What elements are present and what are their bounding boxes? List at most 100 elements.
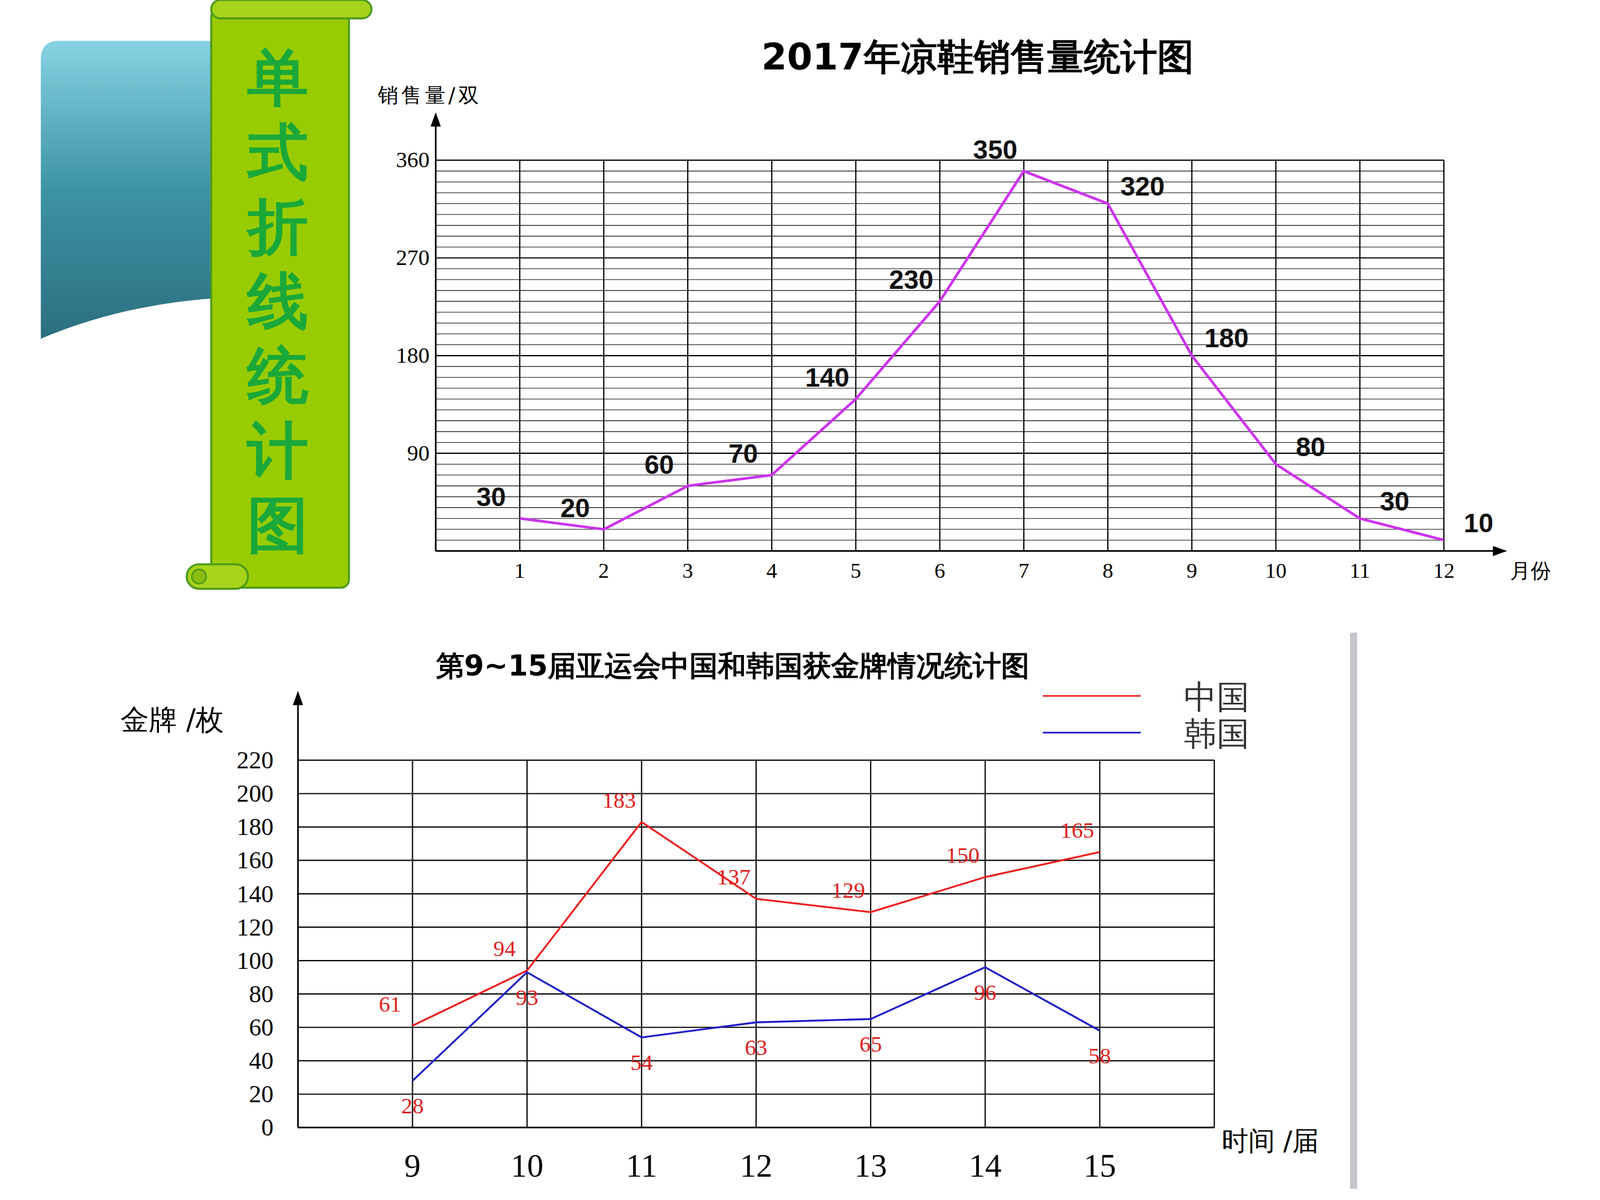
x-tick-label: 10 bbox=[1265, 558, 1287, 583]
x-tick-label: 5 bbox=[850, 558, 862, 583]
banner-title: 单式折线统计图 bbox=[245, 42, 309, 560]
chart-0: 2017年凉鞋销售量统计图销售量/双月份90180270360123456789… bbox=[377, 35, 1552, 583]
scroll-top bbox=[211, 0, 372, 19]
y-axis-label: 销售量/双 bbox=[377, 83, 483, 108]
x-axis-label: 时间 /届 bbox=[1221, 1125, 1319, 1157]
y-axis-arrow bbox=[292, 690, 303, 705]
grid-line-x bbox=[411, 760, 413, 1128]
scroll-bottom bbox=[186, 564, 248, 589]
y-axis-line bbox=[297, 695, 299, 1128]
y-tick-label: 160 bbox=[236, 846, 274, 874]
banner-char: 折 bbox=[245, 191, 309, 263]
y-tick-label: 270 bbox=[396, 245, 430, 270]
y-tick-label: 120 bbox=[236, 913, 274, 942]
data-label: 58 bbox=[1088, 1043, 1111, 1069]
banner-char: 式 bbox=[246, 116, 309, 188]
y-tick-label: 20 bbox=[248, 1080, 274, 1108]
x-tick-label: 13 bbox=[854, 1147, 888, 1184]
grid bbox=[435, 160, 1444, 551]
grid bbox=[297, 760, 1214, 1128]
scroll-curl bbox=[191, 569, 207, 584]
data-label: 54 bbox=[630, 1050, 653, 1075]
banner-char: 图 bbox=[247, 489, 309, 561]
grid-line-x bbox=[1443, 160, 1445, 551]
x-tick-label: 4 bbox=[766, 558, 778, 583]
grid-line-x bbox=[1098, 760, 1100, 1128]
x-axis-arrow bbox=[1492, 546, 1508, 557]
data-label: 61 bbox=[378, 991, 402, 1017]
y-axis-line bbox=[435, 116, 437, 551]
data-label: 93 bbox=[515, 985, 538, 1010]
x-tick-label: 8 bbox=[1102, 558, 1113, 583]
data-label: 30 bbox=[476, 482, 507, 512]
separator bbox=[1350, 632, 1358, 1189]
grid-line-x bbox=[687, 160, 689, 551]
grid-line-x bbox=[1275, 160, 1277, 551]
grid-line-x bbox=[603, 160, 605, 551]
y-axis-label: 金牌 /枚 bbox=[120, 702, 225, 737]
data-label: 350 bbox=[973, 135, 1018, 165]
legend-label: 韩国 bbox=[1183, 714, 1250, 753]
data-label: 230 bbox=[888, 265, 934, 295]
y-tick-label: 200 bbox=[236, 780, 274, 808]
data-label: 30 bbox=[1380, 486, 1410, 517]
x-tick-label: 11 bbox=[626, 1147, 658, 1184]
y-tick-label: 90 bbox=[407, 440, 430, 466]
data-label: 180 bbox=[1204, 323, 1249, 353]
data-label: 65 bbox=[859, 1031, 882, 1057]
data-label: 60 bbox=[644, 450, 674, 480]
data-label: 150 bbox=[946, 842, 980, 868]
y-tick-label: 360 bbox=[396, 147, 430, 173]
legend-swatch bbox=[1042, 695, 1141, 697]
data-label: 70 bbox=[728, 438, 758, 469]
grid-line-x bbox=[526, 760, 528, 1128]
grid-line-x bbox=[1023, 160, 1025, 551]
data-label: 80 bbox=[1295, 432, 1325, 462]
frame-right bbox=[1213, 760, 1215, 1128]
x-axis-line bbox=[297, 1126, 1214, 1129]
y-tick-label: 60 bbox=[248, 1013, 274, 1042]
grid-line-x bbox=[855, 160, 857, 551]
banner-shape bbox=[40, 40, 219, 339]
x-tick-label: 15 bbox=[1083, 1147, 1117, 1184]
chart-1: 第9~15届亚运会中国和韩国获金牌情况统计图金牌 /枚时间 /届02040608… bbox=[120, 648, 1319, 1184]
grid-line-x bbox=[755, 760, 757, 1128]
x-tick-label: 3 bbox=[682, 558, 693, 583]
grid-line-y bbox=[297, 1126, 1214, 1128]
grid-line-x bbox=[1359, 160, 1361, 551]
y-tick-label: 140 bbox=[236, 880, 274, 908]
legend: 中国韩国 bbox=[1042, 677, 1249, 753]
data-label: 63 bbox=[745, 1035, 768, 1060]
x-tick-label: 2 bbox=[598, 558, 609, 583]
data-label: 320 bbox=[1120, 171, 1165, 202]
data-label: 94 bbox=[493, 936, 516, 962]
data-label: 129 bbox=[831, 877, 865, 903]
y-tick-label: 40 bbox=[248, 1047, 274, 1075]
x-axis-line bbox=[435, 550, 1503, 552]
data-label: 140 bbox=[805, 362, 850, 393]
banner-char: 单 bbox=[246, 42, 309, 114]
y-tick-label: 80 bbox=[248, 980, 274, 1008]
plot-area bbox=[520, 171, 1444, 540]
grid-line-x bbox=[518, 160, 520, 551]
x-tick-label: 11 bbox=[1349, 558, 1370, 583]
x-tick-label: 12 bbox=[740, 1147, 773, 1184]
x-tick-label: 12 bbox=[1433, 558, 1455, 583]
banner-char: 统 bbox=[246, 340, 309, 412]
y-tick-label: 180 bbox=[396, 342, 430, 368]
grid-line-x bbox=[771, 160, 773, 551]
grid-line-x bbox=[939, 160, 941, 551]
chart-title: 2017年凉鞋销售量统计图 bbox=[761, 35, 1194, 79]
banner-char: 计 bbox=[246, 415, 309, 487]
series-line bbox=[412, 967, 1100, 1081]
data-labels: 30 20 60 70 140 230 350 320 180 80 30 10 bbox=[476, 135, 1494, 538]
legend-swatch bbox=[1042, 731, 1141, 734]
data-label: 20 bbox=[560, 493, 590, 523]
x-tick-label: 1 bbox=[514, 558, 525, 583]
data-label: 28 bbox=[401, 1093, 424, 1119]
data-label: 137 bbox=[716, 864, 751, 890]
grid-line-x bbox=[870, 760, 872, 1128]
data-labels: 619418313712915016528935463659658 bbox=[378, 787, 1112, 1119]
series-line bbox=[520, 171, 1444, 540]
data-label: 10 bbox=[1463, 508, 1494, 538]
